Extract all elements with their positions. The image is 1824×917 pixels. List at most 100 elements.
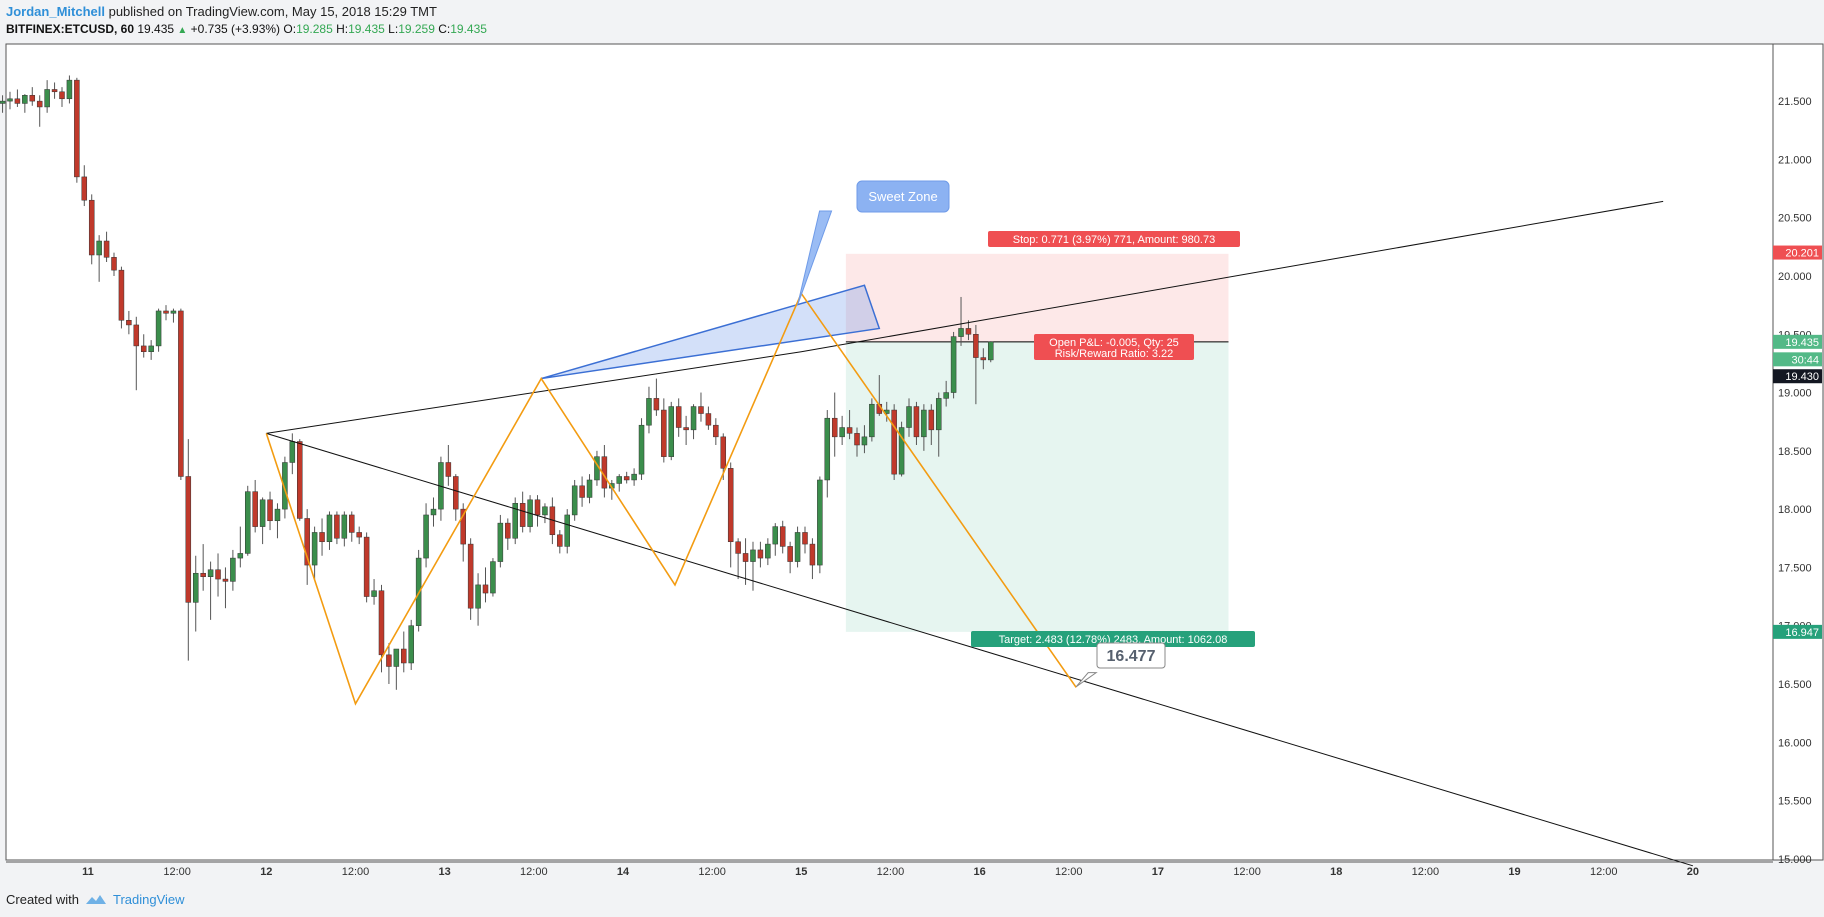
candle-body [378,590,385,656]
tradingview-link[interactable]: TradingView [112,892,185,907]
candle-body [44,89,50,108]
x-tick-label: 16 [973,866,985,878]
sweet-zone-label: Sweet Zone [868,189,937,204]
candle-body [482,584,489,594]
candle-body [505,522,511,539]
candle-body [319,532,325,543]
target-zone-box [845,341,1229,632]
candle-body [259,499,266,527]
y-tick-label: 20.000 [1778,271,1812,283]
candle-body [252,491,258,527]
candle-body [96,240,102,256]
candle-body [267,499,273,522]
price-badge [1773,245,1822,260]
candle-body [349,514,355,533]
candle-body [512,503,518,539]
candle-body [817,479,823,566]
candle-body [408,625,414,664]
x-tick-label: 12:00 [163,866,191,878]
y-tick-label: 19.000 [1778,388,1812,400]
price-change: +0.735 (+3.93%) [190,22,281,36]
candle-body [742,553,749,562]
candle-body [118,269,125,321]
y-tick-label: 17.500 [1778,562,1812,574]
candle-body [111,257,117,271]
x-tick-label: 14 [617,866,630,878]
candle-body [661,409,667,457]
price-badge-label: 30:44 [1791,354,1819,366]
price-scale-background [1772,43,1824,861]
candle-body [445,462,452,477]
price-badge [1773,624,1822,639]
candle-body [557,534,563,547]
y-tick-label: 16.500 [1778,679,1812,691]
candle-body [371,590,377,597]
price-badge-label: 19.435 [1785,337,1819,349]
close-label: C: [438,22,451,36]
x-tick-label: 12:00 [1590,866,1618,878]
candle-body [906,406,912,428]
candle-body [720,436,727,469]
candle-body [839,427,845,438]
candle-body [148,345,154,352]
candle-body [787,546,793,562]
candle-body [155,310,162,347]
candle-body [88,199,95,256]
low-value: 19.259 [398,22,435,36]
candle-body [779,526,786,547]
candle-body [274,508,281,522]
candle-body [987,341,994,361]
candle-body [973,334,979,358]
candle-body [244,491,251,554]
candle-body [891,409,897,475]
x-tick-label: 19 [1508,866,1520,878]
price-badge-label: 19.430 [1785,371,1819,383]
candle-body [297,441,303,519]
author-link[interactable]: Jordan_Mitchell [6,4,105,19]
candle-body [646,398,652,426]
pattern-zigzag [265,291,1077,706]
candle-body [170,310,177,314]
candle-body [334,514,340,539]
stop-zone-box [845,253,1229,342]
candle-body [980,357,987,361]
y-tick-label: 15.000 [1778,854,1812,866]
symbol-name: BITFINEX:ETCUSD, 60 [6,22,135,36]
x-tick-label: 15 [795,866,807,878]
candle-body [14,98,21,104]
candle-body [824,417,831,481]
candle-body [81,176,88,201]
stop-label-box [988,231,1240,247]
y-tick-label: 20.500 [1778,213,1812,225]
candle-body [490,561,496,594]
candle-body [943,392,949,399]
candle-body [958,328,964,337]
candle-body [921,409,927,438]
candle-body [29,95,36,102]
x-tick-label: 12 [260,866,272,878]
candle-body [802,532,808,545]
price-chart[interactable]: 21.50021.00020.50020.00019.50019.00018.5… [0,0,1824,880]
candle-body [935,398,942,431]
candle-body [809,543,816,566]
candle-body [854,433,860,446]
candle-body [965,328,972,335]
candle-body [638,424,645,475]
risk-reward-label: Risk/Reward Ratio: 3.22 [1055,348,1174,360]
footer: Created with TradingView [6,892,185,907]
price-badge [1773,369,1822,384]
candle-body [289,441,296,463]
candle-body [950,336,957,393]
candle-body [794,532,801,562]
candle-body [163,310,169,314]
publish-text: published on TradingView.com, May 15, 20… [108,4,437,19]
up-arrow-icon: ▲ [177,25,188,36]
target-callout-box [1096,642,1166,669]
candle-body [735,541,741,554]
callout-pointer [797,210,833,306]
y-tick-label: 18.000 [1778,504,1812,516]
candle-body [534,499,541,516]
candle-body [460,508,466,545]
candle-body [698,406,704,414]
high-value: 19.435 [348,22,385,36]
